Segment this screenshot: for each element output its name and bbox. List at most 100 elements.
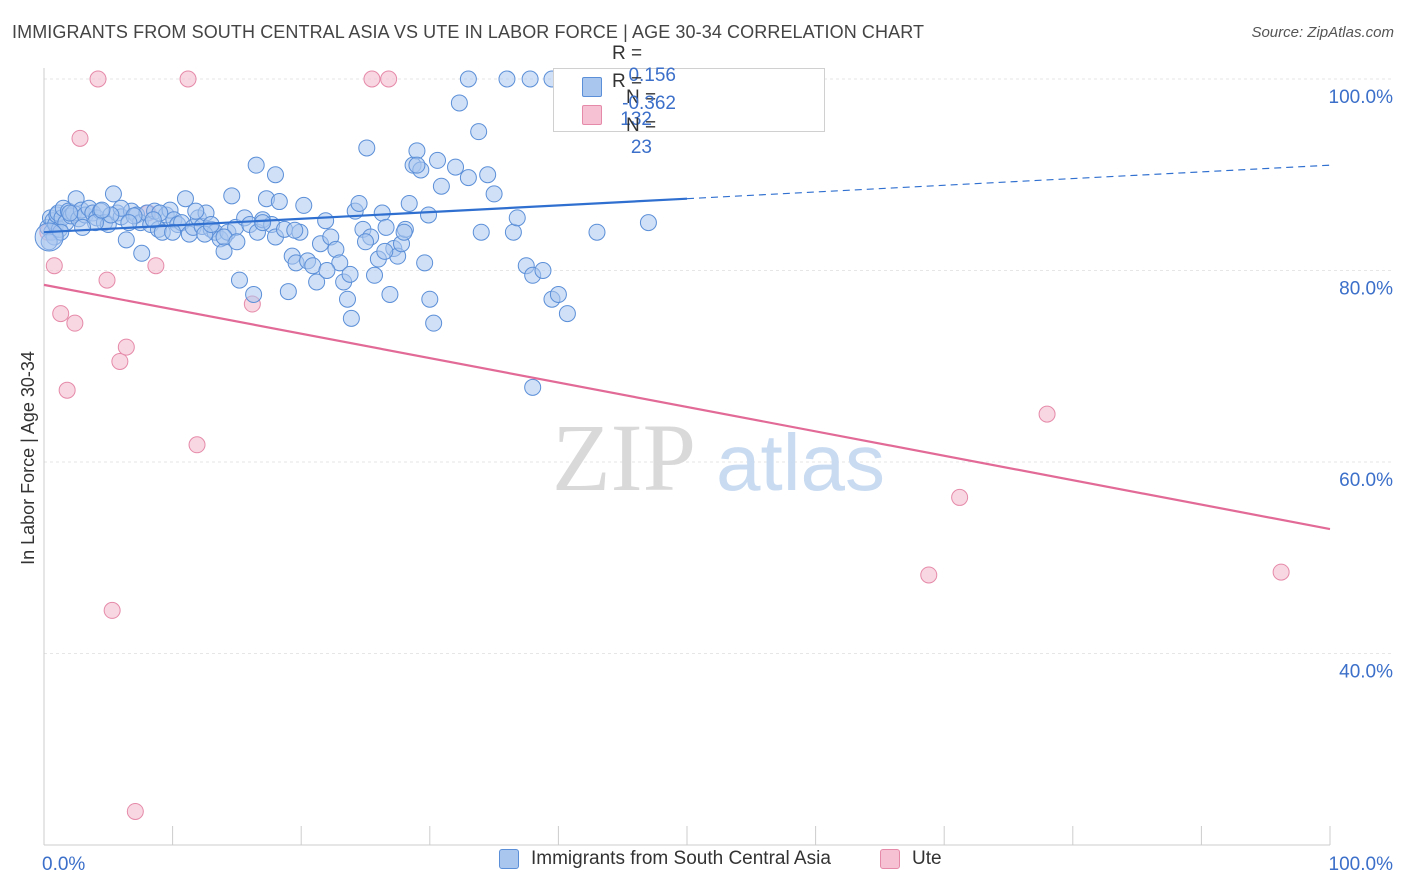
immigrants-point <box>357 233 374 251</box>
immigrants-point <box>459 169 477 187</box>
n-label: N = <box>626 115 657 136</box>
legend-text-ute: R = -0.362 N = 23 <box>612 71 676 159</box>
immigrants-point <box>400 194 418 212</box>
immigrants-point <box>408 142 426 160</box>
immigrants-point <box>308 273 326 291</box>
x-tick-label-min: 0.0% <box>42 854 85 875</box>
y-axis-label: In Labor Force | Age 30-34 <box>18 351 38 565</box>
immigrants-point <box>318 262 336 279</box>
immigrants-point <box>381 285 399 303</box>
legend-label-ute: Ute <box>912 848 942 869</box>
legend-swatch-pink <box>582 105 602 125</box>
immigrants-point <box>558 305 576 323</box>
immigrants-point <box>245 285 263 303</box>
ute-point <box>89 70 107 88</box>
r-label: R = <box>612 71 643 92</box>
immigrants-point <box>61 204 79 222</box>
immigrants-point <box>377 218 395 236</box>
watermark-zip: ZIP <box>552 404 696 511</box>
trend-lines <box>43 164 1331 531</box>
immigrants-point <box>117 231 135 249</box>
immigrants-point <box>144 211 162 229</box>
chart-title: IMMIGRANTS FROM SOUTH CENTRAL ASIA VS UT… <box>12 22 925 42</box>
immigrants-point <box>376 242 394 260</box>
immigrants-point <box>395 223 413 241</box>
immigrants-point <box>508 209 526 227</box>
immigrants-point <box>279 283 297 301</box>
ute-point <box>188 436 206 454</box>
immigrants-point <box>470 123 488 141</box>
ute-point <box>380 70 398 88</box>
immigrants-point <box>350 194 368 212</box>
immigrants-point <box>247 156 265 174</box>
immigrants-trend-extension <box>686 164 1331 200</box>
immigrants-point <box>176 190 194 208</box>
immigrants-point <box>133 244 151 262</box>
ute-point <box>179 70 197 88</box>
immigrants-point <box>450 94 468 112</box>
legend-swatch-pink <box>880 849 900 869</box>
n-label: N = <box>626 87 657 108</box>
immigrants-point <box>521 70 539 88</box>
immigrants-point <box>223 187 241 205</box>
bottom-legend: Immigrants from South Central Asia Ute <box>0 848 1406 880</box>
immigrants-points <box>34 70 657 396</box>
legend-text-immigrants: R = 0.156 N = 132 <box>612 43 676 131</box>
legend-item-immigrants[interactable]: Immigrants from South Central Asia <box>499 848 831 870</box>
ute-point <box>951 488 969 506</box>
source-label: Source: ZipAtlas.com <box>1251 24 1394 41</box>
immigrants-point <box>104 185 122 203</box>
ute-trend-line <box>43 283 1331 531</box>
immigrants-point <box>93 201 111 219</box>
immigrants-point <box>524 378 542 396</box>
n-value: 23 <box>630 137 652 158</box>
immigrants-point <box>266 166 284 184</box>
legend-swatch-blue <box>499 849 519 869</box>
ute-points <box>39 70 1290 820</box>
ute-point <box>98 271 116 289</box>
ute-point <box>66 314 84 332</box>
ute-point <box>71 129 89 147</box>
immigrants-point <box>639 214 657 232</box>
immigrants-point <box>472 223 490 241</box>
n-value: 132 <box>620 109 652 130</box>
immigrants-point <box>447 158 465 176</box>
immigrants-point <box>358 139 376 157</box>
immigrants-point <box>549 285 567 303</box>
immigrants-point <box>534 262 552 279</box>
immigrants-point <box>304 257 322 275</box>
ute-point <box>103 601 121 619</box>
immigrants-trend-line <box>43 197 688 234</box>
x-tick-label-max: 100.0% <box>1329 854 1394 875</box>
immigrants-point <box>164 223 182 241</box>
immigrants-point <box>408 156 426 174</box>
watermark-atlas: atlas <box>716 418 885 507</box>
immigrants-point <box>479 166 497 184</box>
immigrants-point <box>588 223 606 241</box>
immigrants-point <box>373 204 391 222</box>
legend-label-immigrants: Immigrants from South Central Asia <box>531 848 831 869</box>
ute-point <box>1272 563 1290 581</box>
immigrants-point <box>432 177 450 195</box>
immigrants-point <box>317 212 335 230</box>
immigrants-point <box>429 151 447 169</box>
immigrants-point <box>425 314 443 332</box>
ute-point <box>1038 405 1056 423</box>
immigrants-point <box>341 265 359 283</box>
y-tick-label: 80.0% <box>1339 279 1393 300</box>
immigrants-point <box>295 196 313 214</box>
ute-point <box>126 802 144 820</box>
immigrants-point <box>366 266 384 284</box>
immigrants-point <box>338 290 356 308</box>
legend-item-ute[interactable]: Ute <box>880 848 942 870</box>
immigrants-point <box>504 223 522 241</box>
ute-point <box>920 566 938 584</box>
gridlines <box>44 78 1392 654</box>
r-value: -0.362 <box>622 93 676 114</box>
ute-point <box>58 381 76 399</box>
ute-point <box>147 257 165 275</box>
immigrants-point <box>459 70 477 88</box>
ute-point <box>111 352 129 370</box>
axes <box>43 68 1331 846</box>
ute-point <box>117 338 135 356</box>
